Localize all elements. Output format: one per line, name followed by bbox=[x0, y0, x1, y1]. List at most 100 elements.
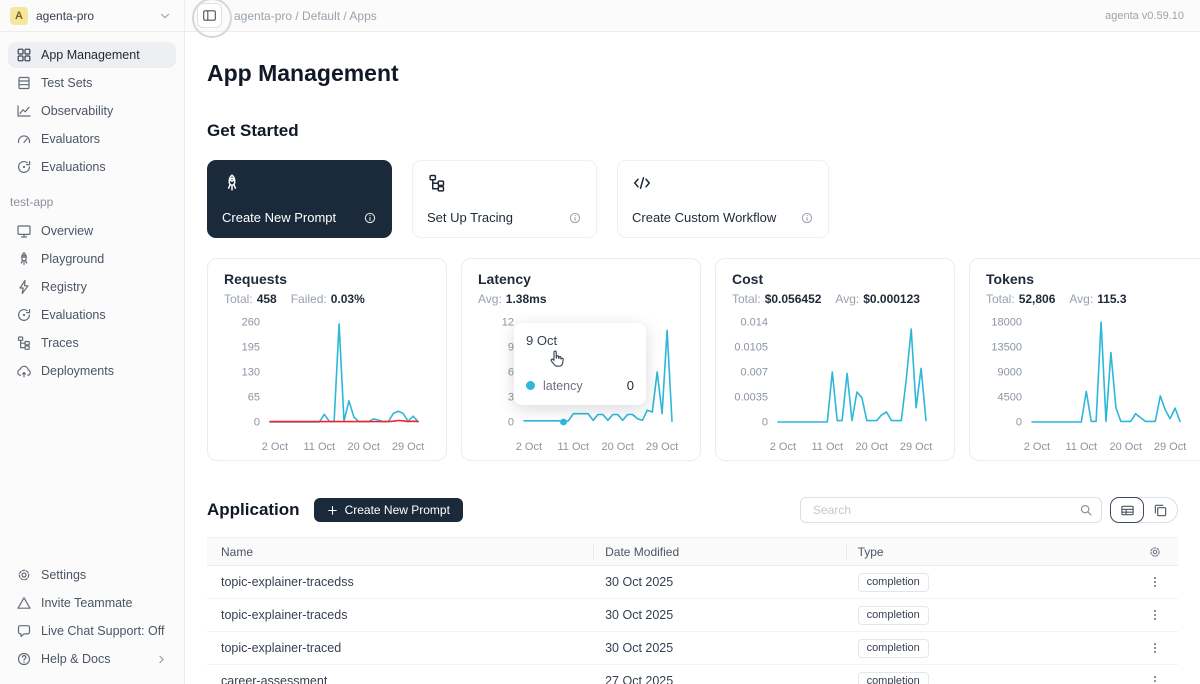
svg-text:2 Oct: 2 Oct bbox=[770, 441, 796, 453]
triangle-icon bbox=[16, 595, 32, 611]
sidebar-item-playground[interactable]: Playground bbox=[8, 246, 176, 272]
chart-stat: Avg:1.38ms bbox=[478, 292, 547, 306]
plus-icon bbox=[327, 505, 338, 516]
svg-text:0: 0 bbox=[762, 417, 768, 429]
chart-plot-cost[interactable]: 00.00350.0070.01050.0142 Oct11 Oct20 Oct… bbox=[732, 316, 940, 454]
hand-cursor-icon bbox=[548, 350, 565, 369]
monitor-icon bbox=[16, 223, 32, 239]
table-view-icon bbox=[1120, 503, 1135, 518]
sidebar-item-registry[interactable]: Registry bbox=[8, 274, 176, 300]
search-input[interactable] bbox=[811, 502, 1079, 518]
table-row-topic-explainer-traceds[interactable]: topic-explainer-traceds30 Oct 2025comple… bbox=[207, 599, 1178, 632]
search-box bbox=[800, 497, 1102, 523]
tree-icon bbox=[427, 173, 447, 193]
help-icon bbox=[16, 651, 32, 667]
app-name: topic-explainer-tracedss bbox=[207, 575, 605, 589]
svg-text:2 Oct: 2 Oct bbox=[516, 441, 542, 453]
svg-text:0: 0 bbox=[508, 417, 514, 429]
row-menu-kebab-icon[interactable] bbox=[1148, 640, 1162, 656]
chart-plot-requests[interactable]: 0651301952602 Oct11 Oct20 Oct29 Oct bbox=[224, 316, 432, 454]
sidebar-item-observability[interactable]: Observability bbox=[8, 98, 176, 124]
chevron-right-icon bbox=[155, 653, 168, 666]
table-view-button[interactable] bbox=[1110, 497, 1144, 523]
info-icon[interactable] bbox=[800, 211, 814, 225]
table-row-career-assessment[interactable]: career-assessment27 Oct 2025completion bbox=[207, 665, 1178, 684]
workspace-name: agenta-pro bbox=[36, 9, 94, 23]
search-icon[interactable] bbox=[1079, 503, 1093, 517]
svg-text:195: 195 bbox=[242, 342, 260, 354]
row-menu-kebab-icon[interactable] bbox=[1148, 574, 1162, 590]
sidebar-item-invite-teammate[interactable]: Invite Teammate bbox=[8, 590, 176, 616]
version-label: agenta v0.59.10 bbox=[1105, 10, 1184, 22]
sidebar-item-label: Evaluations bbox=[41, 160, 106, 174]
sidebar-item-evaluations[interactable]: Evaluations bbox=[8, 302, 176, 328]
topbar-main: agenta-pro / Default / Apps agenta v0.59… bbox=[185, 0, 1200, 31]
row-menu-kebab-icon[interactable] bbox=[1148, 607, 1162, 623]
sidebar-item-label: Playground bbox=[41, 252, 104, 266]
svg-text:0.0035: 0.0035 bbox=[734, 392, 768, 404]
breadcrumb[interactable]: agenta-pro / Default / Apps bbox=[234, 9, 377, 23]
sidebar-item-label: App Management bbox=[41, 48, 140, 62]
svg-text:20 Oct: 20 Oct bbox=[855, 441, 887, 453]
code-icon bbox=[632, 173, 652, 193]
sidebar-item-app-management[interactable]: App Management bbox=[8, 42, 176, 68]
chart-title: Requests bbox=[224, 271, 432, 287]
svg-text:0: 0 bbox=[254, 417, 260, 429]
tooltip-series-name: latency bbox=[543, 379, 583, 393]
workspace-selector[interactable]: A agenta-pro bbox=[0, 0, 185, 31]
info-icon[interactable] bbox=[363, 211, 377, 225]
sidebar-item-label: Observability bbox=[41, 104, 113, 118]
get-started-card-create-new-prompt[interactable]: Create New Prompt bbox=[207, 160, 392, 238]
get-started-card-set-up-tracing[interactable]: Set Up Tracing bbox=[412, 160, 597, 238]
table-row-topic-explainer-traced[interactable]: topic-explainer-traced30 Oct 2025complet… bbox=[207, 632, 1178, 665]
sidebar-item-settings[interactable]: Settings bbox=[8, 562, 176, 588]
sidebar-item-test-sets[interactable]: Test Sets bbox=[8, 70, 176, 96]
svg-text:11 Oct: 11 Oct bbox=[812, 441, 844, 453]
sidebar-toggle-button[interactable] bbox=[197, 3, 222, 28]
sidebar-item-label: Overview bbox=[41, 224, 93, 238]
chat-icon bbox=[16, 623, 32, 639]
get-started-card-label: Set Up Tracing bbox=[427, 210, 513, 225]
get-started-heading: Get Started bbox=[207, 121, 1178, 141]
svg-text:2 Oct: 2 Oct bbox=[1024, 441, 1050, 453]
gauge-icon bbox=[16, 131, 32, 147]
create-new-prompt-button[interactable]: Create New Prompt bbox=[314, 498, 463, 522]
tooltip-value: 0 bbox=[627, 378, 634, 393]
rocket-icon bbox=[222, 173, 242, 193]
application-section: Application Create New Prompt bbox=[207, 497, 1178, 684]
svg-text:130: 130 bbox=[242, 367, 260, 379]
card-view-button[interactable] bbox=[1143, 497, 1177, 523]
table-settings-gear-icon[interactable] bbox=[1148, 545, 1162, 559]
svg-text:20 Oct: 20 Oct bbox=[347, 441, 379, 453]
app-date-modified: 30 Oct 2025 bbox=[605, 608, 857, 622]
chart-card-requests: RequestsTotal:458Failed:0.03%06513019526… bbox=[207, 258, 447, 461]
chart-stat: Failed:0.03% bbox=[291, 292, 365, 306]
chart-stat: Total:458 bbox=[224, 292, 277, 306]
get-started-card-create-custom-workflow[interactable]: Create Custom Workflow bbox=[617, 160, 829, 238]
tooltip-date: 9 Oct bbox=[526, 333, 634, 348]
sidebar-item-overview[interactable]: Overview bbox=[8, 218, 176, 244]
table-row-topic-explainer-tracedss[interactable]: topic-explainer-tracedss30 Oct 2025compl… bbox=[207, 566, 1178, 599]
sidebar-item-traces[interactable]: Traces bbox=[8, 330, 176, 356]
chart-stat: Total:52,806 bbox=[986, 292, 1055, 306]
svg-text:29 Oct: 29 Oct bbox=[392, 441, 424, 453]
svg-text:2 Oct: 2 Oct bbox=[262, 441, 288, 453]
sidebar-item-live-chat-support-off[interactable]: Live Chat Support: Off bbox=[8, 618, 176, 644]
svg-text:0.007: 0.007 bbox=[740, 367, 768, 379]
app-date-modified: 30 Oct 2025 bbox=[605, 641, 857, 655]
sidebar-item-evaluations[interactable]: Evaluations bbox=[8, 154, 176, 180]
info-icon[interactable] bbox=[568, 211, 582, 225]
application-heading: Application bbox=[207, 500, 300, 520]
svg-text:20 Oct: 20 Oct bbox=[601, 441, 633, 453]
row-menu-kebab-icon[interactable] bbox=[1148, 673, 1162, 684]
create-new-prompt-label: Create New Prompt bbox=[345, 503, 450, 517]
sidebar-item-evaluators[interactable]: Evaluators bbox=[8, 126, 176, 152]
sidebar-item-deployments[interactable]: Deployments bbox=[8, 358, 176, 384]
metric-charts: RequestsTotal:458Failed:0.03%06513019526… bbox=[207, 258, 1178, 461]
chart-stat: Total:$0.056452 bbox=[732, 292, 821, 306]
chart-plot-tokens[interactable]: 04500900013500180002 Oct11 Oct20 Oct29 O… bbox=[986, 316, 1194, 454]
sidebar-item-help-docs[interactable]: Help & Docs bbox=[8, 646, 176, 672]
main-content: App Management Get Started Create New Pr… bbox=[185, 32, 1200, 684]
svg-text:9000: 9000 bbox=[998, 367, 1022, 379]
column-header-type: Type bbox=[858, 545, 1124, 559]
